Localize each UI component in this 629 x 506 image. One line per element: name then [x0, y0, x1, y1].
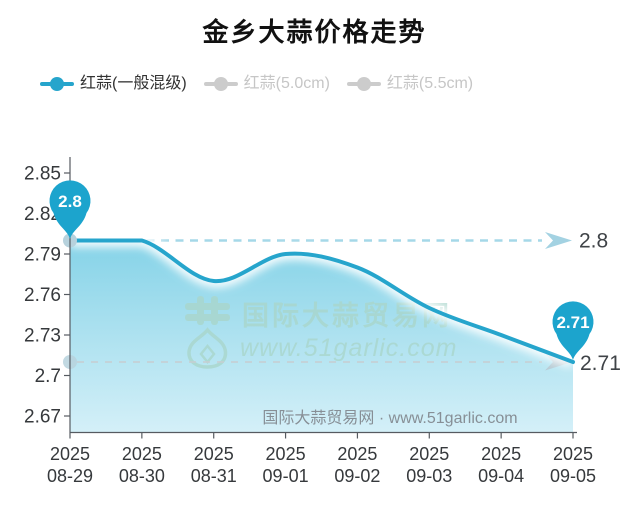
- garlic-logo-icon: [185, 296, 230, 369]
- x-axis-label-date: 08-31: [191, 466, 237, 486]
- bottom-watermark: 国际大蒜贸易网 · www.51garlic.com: [262, 409, 517, 427]
- legend-item-label: 红蒜(一般混级): [80, 75, 187, 92]
- reference-value-label-end: 2.71: [580, 352, 621, 375]
- x-axis-label-year: 2025: [481, 444, 521, 464]
- x-axis-label-date: 08-30: [119, 466, 165, 486]
- start-value-pin: 2.8: [49, 180, 91, 239]
- y-axis-label: 2.76: [24, 285, 61, 306]
- reference-value-label-start: 2.8: [579, 230, 608, 253]
- x-axis-label-date: 09-05: [550, 466, 596, 486]
- series-line: [68, 238, 575, 364]
- series-marker-icon: [203, 76, 238, 92]
- x-axis-label-date: 09-03: [406, 466, 452, 486]
- x-axis-label-year: 2025: [337, 444, 377, 464]
- end-value-pin: 2.71: [552, 301, 594, 360]
- pin-value-label: 2.8: [58, 192, 82, 211]
- y-axis-label: 2.85: [24, 164, 61, 185]
- legend-item-label: 红蒜(5.5cm): [386, 75, 474, 92]
- x-axis-label-year: 2025: [50, 444, 90, 464]
- x-axis-label-year: 2025: [194, 444, 234, 464]
- page-title: 金乡大蒜价格走势: [202, 17, 427, 47]
- legend-item-red-garlic-5-5cm[interactable]: 红蒜(5.5cm): [346, 74, 474, 94]
- y-axis-label: 2.79: [24, 245, 61, 266]
- legend: 红蒜(一般混级) 红蒜(5.0cm) 红蒜(5.5cm): [40, 74, 473, 94]
- x-axis-label-date: 09-04: [478, 466, 524, 486]
- x-axis-label-year: 2025: [553, 444, 593, 464]
- x-axis-label-date: 09-02: [334, 466, 380, 486]
- legend-item-red-garlic-5cm[interactable]: 红蒜(5.0cm): [203, 74, 330, 94]
- x-axis-label-date: 08-29: [47, 466, 93, 486]
- x-axis-label-year: 2025: [122, 444, 162, 464]
- series-marker-icon: [346, 76, 381, 92]
- series-area-fill: [70, 240, 573, 433]
- y-axis-label: 2.7: [35, 366, 61, 387]
- x-axis-label-date: 09-01: [263, 466, 309, 486]
- x-axis-label-year: 2025: [266, 444, 306, 464]
- y-axis-label: 2.67: [24, 407, 61, 428]
- series-marker-icon: [40, 76, 74, 92]
- legend-item-label: 红蒜(5.0cm): [243, 75, 330, 92]
- legend-item-red-garlic-mixed[interactable]: 红蒜(一般混级): [40, 74, 187, 94]
- y-axis-label: 2.73: [24, 326, 61, 347]
- reference-arrow-icon: [545, 232, 572, 249]
- watermark-site-url: www.51garlic.com: [240, 334, 457, 362]
- x-axis-label-year: 2025: [409, 444, 449, 464]
- pin-value-label: 2.71: [556, 313, 589, 332]
